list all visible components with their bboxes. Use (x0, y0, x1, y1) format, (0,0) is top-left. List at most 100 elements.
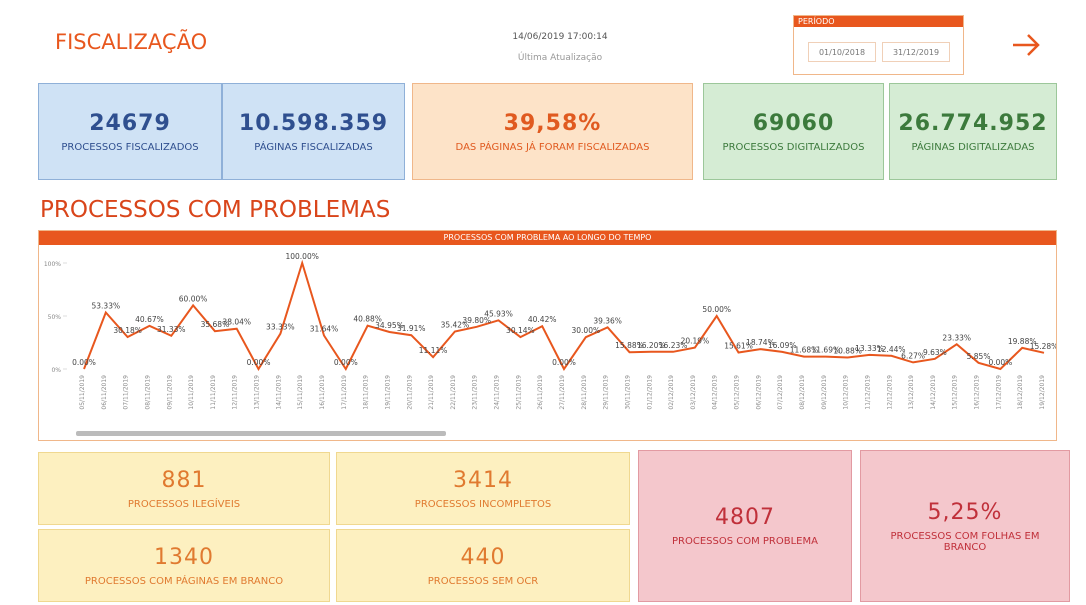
x-tick-label: 04/12/2019 (712, 375, 719, 410)
data-label: 30.14% (506, 326, 535, 335)
data-label: 38.04% (222, 318, 251, 327)
data-label: 12.44% (877, 345, 906, 354)
kpi-value: 10.598.359 (238, 110, 389, 136)
kpi-value: 24679 (89, 110, 171, 136)
x-tick-label: 12/11/2019 (232, 375, 239, 410)
data-label: 50.00% (702, 305, 731, 314)
data-label: 15.28% (1030, 342, 1056, 351)
kpi-card: 26.774.952 PÁGINAS DIGITALIZADAS (889, 83, 1057, 180)
x-tick-label: 13/11/2019 (254, 375, 261, 410)
data-label: 16.23% (659, 341, 688, 350)
data-label: 30.00% (572, 326, 601, 335)
x-tick-label: 24/11/2019 (494, 375, 501, 410)
x-tick-label: 14/12/2019 (930, 375, 937, 410)
data-label: 16.09% (768, 341, 797, 350)
period-filter: PERÍODO 01/10/2018 31/12/2019 (793, 15, 964, 75)
kpi-value: 39,58% (503, 110, 602, 136)
problem-value: 881 (161, 467, 207, 493)
problem-card: 440 PROCESSOS SEM OCR (336, 529, 630, 602)
data-label: 9.63% (923, 348, 947, 357)
problem-label: PROCESSOS COM PROBLEMA (672, 536, 818, 547)
data-label: 15.61% (724, 341, 753, 350)
x-tick-label: 01/12/2019 (646, 375, 653, 410)
data-label: 0.00% (334, 358, 358, 367)
x-tick-label: 23/11/2019 (472, 375, 479, 410)
period-end[interactable]: 31/12/2019 (882, 42, 950, 62)
problem-value: 4807 (715, 505, 775, 530)
data-label: 39.80% (462, 316, 491, 325)
kpi-card: 39,58% DAS PÁGINAS JÁ FORAM FISCALIZADAS (412, 83, 693, 180)
x-tick-label: 29/11/2019 (603, 375, 610, 410)
x-tick-label: 30/11/2019 (624, 375, 631, 410)
data-label: 16.20% (637, 341, 666, 350)
data-label: 53.33% (92, 301, 121, 310)
y-tick-label: 0% (51, 367, 61, 374)
x-tick-label: 19/12/2019 (1039, 375, 1046, 410)
data-label: 0.00% (72, 358, 96, 367)
x-tick-label: 07/12/2019 (777, 375, 784, 410)
x-tick-label: 15/12/2019 (952, 375, 959, 410)
data-label: 11.69% (812, 346, 841, 355)
x-tick-label: 17/12/2019 (995, 375, 1002, 410)
data-label: 40.42% (528, 315, 557, 324)
x-tick-label: 18/11/2019 (363, 375, 370, 410)
line (83, 259, 1045, 372)
section-title: PROCESSOS COM PROBLEMAS (40, 197, 391, 223)
data-label: 60.00% (179, 294, 208, 303)
data-label: 30.18% (113, 326, 142, 335)
x-tick-label: 03/12/2019 (690, 375, 697, 410)
data-label: 18.74% (746, 338, 775, 347)
problem-value: 3414 (453, 467, 513, 493)
x-tick-label: 06/12/2019 (755, 375, 762, 410)
x-tick-label: 08/11/2019 (144, 375, 151, 410)
kpi-label: DAS PÁGINAS JÁ FORAM FISCALIZADAS (455, 141, 650, 153)
x-tick-label: 21/11/2019 (428, 375, 435, 410)
problem-label: PROCESSOS COM PÁGINAS EM BRANCO (84, 575, 284, 587)
x-tick-label: 10/12/2019 (843, 375, 850, 410)
data-label: 19.88% (1008, 337, 1037, 346)
data-label: 35.42% (441, 320, 470, 329)
kpi-value: 26.774.952 (898, 110, 1048, 136)
x-tick-label: 05/12/2019 (734, 375, 741, 410)
x-tick-label: 26/11/2019 (537, 375, 544, 410)
data-label: 10.88% (833, 346, 862, 355)
data-label: 100.00% (285, 252, 318, 261)
y-tick-label: 100% (44, 261, 61, 268)
problem-value: 5,25% (927, 499, 1003, 525)
x-tick-label: 18/12/2019 (1017, 375, 1024, 410)
x-tick-label: 25/11/2019 (515, 375, 522, 410)
data-label: 0.00% (552, 358, 576, 367)
problem-card: 5,25% PROCESSOS COM FOLHAS EM BRANCO (860, 450, 1070, 602)
x-tick-label: 14/11/2019 (275, 375, 282, 410)
x-tick-label: 16/11/2019 (319, 375, 326, 410)
chart-title: PROCESSOS COM PROBLEMA AO LONGO DO TEMPO (39, 231, 1056, 245)
data-label: 35.68% (201, 320, 230, 329)
x-tick-label: 09/11/2019 (166, 375, 173, 410)
period-start[interactable]: 01/10/2018 (808, 42, 876, 62)
x-tick-label: 28/11/2019 (581, 375, 588, 410)
x-tick-label: 27/11/2019 (559, 375, 566, 410)
kpi-card: 24679 PROCESSOS FISCALIZADOS (38, 83, 222, 180)
data-label: 40.67% (135, 315, 164, 324)
data-label: 23.33% (942, 333, 971, 342)
data-label: 5.85% (967, 352, 991, 361)
scrollbar[interactable] (76, 431, 446, 436)
x-tick-label: 08/12/2019 (799, 375, 806, 410)
data-label: 0.00% (247, 358, 271, 367)
problem-label: PROCESSOS SEM OCR (427, 575, 539, 587)
kpi-card: 69060 PROCESSOS DIGITALIZADOS (703, 83, 884, 180)
data-label: 11.68% (790, 346, 819, 355)
data-label: 0.00% (988, 358, 1012, 367)
kpi-label: PÁGINAS FISCALIZADAS (254, 141, 373, 153)
x-tick-label: 12/12/2019 (886, 375, 893, 410)
x-tick-label: 06/11/2019 (101, 375, 108, 410)
x-tick-label: 22/11/2019 (450, 375, 457, 410)
x-tick-label: 10/11/2019 (188, 375, 195, 410)
problem-card: 4807 PROCESSOS COM PROBLEMA (638, 450, 852, 602)
problem-card: 1340 PROCESSOS COM PÁGINAS EM BRANCO (38, 529, 330, 602)
problem-value: 1340 (154, 544, 214, 570)
chart-panel: PROCESSOS COM PROBLEMA AO LONGO DO TEMPO… (38, 230, 1058, 441)
x-tick-label: 02/12/2019 (668, 375, 675, 410)
next-arrow[interactable] (1010, 30, 1042, 60)
